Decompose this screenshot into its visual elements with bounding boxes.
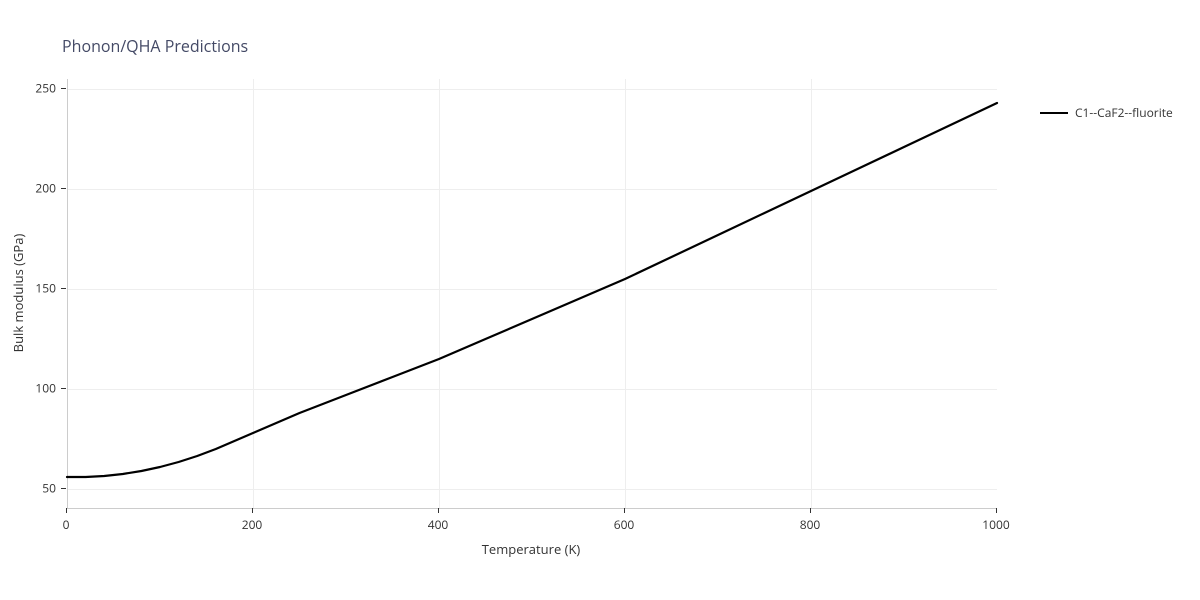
x-tick-mark — [438, 508, 439, 513]
legend: C1--CaF2--fluorite — [1040, 104, 1173, 121]
plot-area — [66, 78, 998, 510]
x-tick-mark — [810, 508, 811, 513]
legend-label: C1--CaF2--fluorite — [1075, 104, 1173, 121]
x-tick-mark — [66, 508, 67, 513]
chart-container: Phonon/QHA Predictions 0 200 400 600 800 1000… — [0, 0, 1200, 600]
y-tick-mark — [61, 288, 66, 289]
chart-svg — [67, 79, 997, 509]
x-tick-mark — [624, 508, 625, 513]
y-tick-mark — [61, 488, 66, 489]
y-tick-mark — [61, 88, 66, 89]
y-tick-mark — [61, 388, 66, 389]
legend-item[interactable]: C1--CaF2--fluorite — [1040, 104, 1173, 121]
y-tick-mark — [61, 188, 66, 189]
y-tick-label: 100 — [26, 380, 56, 397]
y-axis-title: Bulk modulus (GPa) — [9, 234, 27, 353]
x-tick-mark — [996, 508, 997, 513]
y-tick-label: 150 — [26, 280, 56, 297]
x-tick-label: 0 — [63, 516, 70, 533]
x-tick-label: 200 — [242, 516, 263, 533]
y-tick-label: 200 — [26, 180, 56, 197]
chart-title: Phonon/QHA Predictions — [62, 35, 248, 57]
x-tick-label: 400 — [428, 516, 449, 533]
y-tick-label: 50 — [26, 480, 56, 497]
x-tick-label: 600 — [614, 516, 635, 533]
x-tick-mark — [252, 508, 253, 513]
x-axis-title: Temperature (K) — [482, 540, 581, 558]
y-tick-label: 250 — [26, 80, 56, 97]
x-tick-label: 1000 — [982, 516, 1009, 533]
legend-swatch — [1040, 112, 1068, 114]
series-line — [67, 103, 997, 477]
x-tick-label: 800 — [800, 516, 821, 533]
